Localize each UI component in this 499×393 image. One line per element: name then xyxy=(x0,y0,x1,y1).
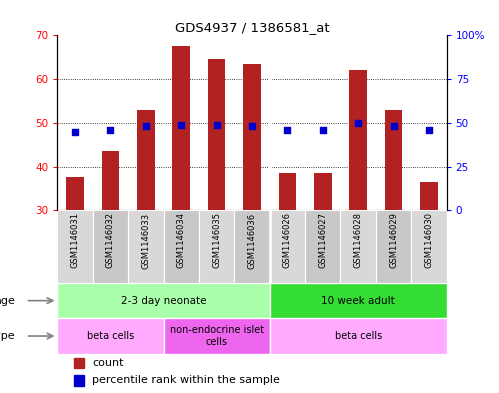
Bar xyxy=(172,46,190,210)
Text: GSM1146027: GSM1146027 xyxy=(318,213,327,268)
Point xyxy=(248,123,256,129)
Text: GSM1146034: GSM1146034 xyxy=(177,213,186,268)
Bar xyxy=(235,210,269,283)
Point xyxy=(390,123,398,129)
Point xyxy=(177,121,185,128)
Text: GSM1146028: GSM1146028 xyxy=(354,213,363,268)
Text: GSM1146029: GSM1146029 xyxy=(389,213,398,268)
Point xyxy=(71,129,79,135)
Text: GSM1146026: GSM1146026 xyxy=(283,213,292,268)
Bar xyxy=(269,210,305,283)
Text: non-endocrine islet
cells: non-endocrine islet cells xyxy=(170,325,263,347)
Bar xyxy=(93,210,128,283)
Point xyxy=(354,119,362,126)
Point xyxy=(425,127,433,133)
Bar xyxy=(74,358,84,369)
Bar xyxy=(349,70,367,210)
Point xyxy=(142,123,150,129)
Title: GDS4937 / 1386581_at: GDS4937 / 1386581_at xyxy=(175,21,329,34)
Point xyxy=(319,127,327,133)
Bar xyxy=(164,318,269,354)
Point xyxy=(106,127,114,133)
Bar xyxy=(57,283,269,318)
Bar xyxy=(74,375,84,386)
Bar xyxy=(128,210,164,283)
Bar xyxy=(66,178,84,210)
Text: count: count xyxy=(92,358,124,367)
Point xyxy=(213,121,221,128)
Bar xyxy=(102,151,119,210)
Text: GSM1146033: GSM1146033 xyxy=(141,213,150,268)
Bar xyxy=(420,182,438,210)
Text: GSM1146036: GSM1146036 xyxy=(248,213,256,268)
Bar xyxy=(314,173,332,210)
Text: beta cells: beta cells xyxy=(87,331,134,341)
Text: GSM1146031: GSM1146031 xyxy=(70,213,79,268)
Bar xyxy=(164,210,199,283)
Text: 2-3 day neonate: 2-3 day neonate xyxy=(121,296,206,306)
Text: percentile rank within the sample: percentile rank within the sample xyxy=(92,375,280,385)
Bar xyxy=(199,210,235,283)
Bar xyxy=(57,210,93,283)
Bar xyxy=(305,210,340,283)
Bar xyxy=(57,318,164,354)
Text: cell type: cell type xyxy=(0,331,15,341)
Text: GSM1146032: GSM1146032 xyxy=(106,213,115,268)
Bar xyxy=(340,210,376,283)
Text: age: age xyxy=(0,296,15,306)
Bar xyxy=(243,64,261,210)
Bar xyxy=(376,210,411,283)
Point xyxy=(283,127,291,133)
Bar xyxy=(411,210,447,283)
Bar xyxy=(269,283,447,318)
Bar xyxy=(137,110,155,210)
Bar xyxy=(208,59,226,210)
Text: GSM1146035: GSM1146035 xyxy=(212,213,221,268)
Bar xyxy=(269,318,447,354)
Bar xyxy=(278,173,296,210)
Text: beta cells: beta cells xyxy=(334,331,382,341)
Text: GSM1146030: GSM1146030 xyxy=(425,213,434,268)
Text: 10 week adult: 10 week adult xyxy=(321,296,395,306)
Bar xyxy=(385,110,402,210)
